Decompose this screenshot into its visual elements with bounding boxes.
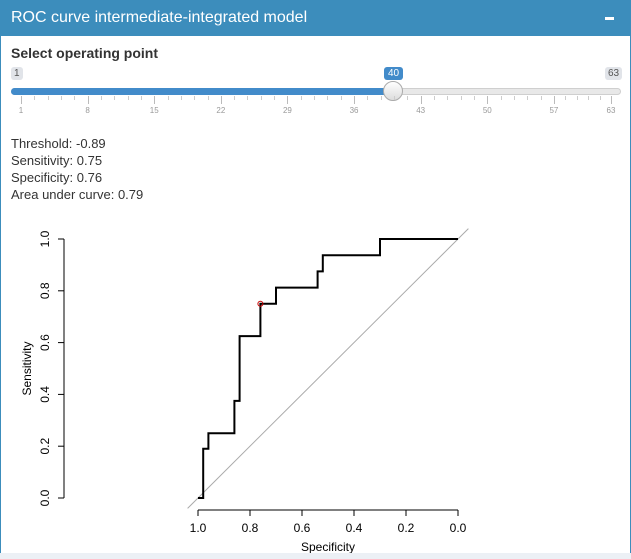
slider-grid-tick [287,96,289,104]
slider-grid-label: 57 [549,106,559,115]
slider-grid-tick [420,96,422,104]
slider-grid-minor-tick [140,96,142,100]
slider-label: Select operating point [11,45,159,61]
slider-grid-minor-tick [407,96,409,100]
stats-output: Threshold: -0.89 Sensitivity: 0.75 Speci… [11,135,143,203]
y-tick-label: 0.0 [38,489,52,506]
slider-grid-minor-tick [327,96,329,100]
box-title: ROC curve intermediate-integrated model [11,9,308,26]
slider-grid-minor-tick [527,96,529,100]
diagonal-reference-line [187,228,469,509]
x-axis-title: Specificity [301,540,355,553]
slider-grid-minor-tick [247,96,249,100]
x-tick-label: 0.2 [398,521,415,535]
slider-grid-minor-tick [34,96,36,100]
slider-grid-label: 50 [482,106,492,115]
bottom-strip [0,553,631,559]
slider-grid-tick [154,96,156,104]
slider-grid-minor-tick [447,96,449,100]
slider-grid: 1 8 15 22 29 36 43 50 57 63 [1,96,631,120]
slider-grid-minor-tick [100,96,102,100]
slider-grid-label: 22 [216,106,226,115]
slider-grid-tick [611,96,612,104]
slider-grid-minor-tick [394,96,396,100]
slider-grid-label: 1 [18,106,24,115]
slider-grid-minor-tick [576,96,578,100]
slider-grid-minor-tick [180,96,182,100]
x-tick-label: 0.4 [346,521,363,535]
slider-grid-minor-tick [300,96,302,100]
slider-grid-minor-tick [367,96,369,100]
slider-grid-minor-tick [565,96,567,100]
slider-grid-label: 36 [349,106,359,115]
box-header: ROC curve intermediate-integrated model [1,0,630,36]
x-tick-label: 0.8 [242,521,259,535]
slider-grid-label: 8 [85,106,90,115]
slider-grid-minor-tick [434,96,435,100]
slider-grid-minor-tick [60,96,62,100]
roc-curve-line [198,238,458,499]
x-tick-label: 1.0 [190,521,207,535]
slider-grid-label: 63 [606,106,616,115]
y-axis-title: Sensitivity [20,341,34,395]
x-tick-label: 0.0 [450,521,467,535]
slider-grid-minor-tick [588,96,590,100]
slider-grid-minor-tick [513,96,515,100]
slider-grid-label: 43 [416,106,426,115]
slider-grid-minor-tick [167,96,169,100]
sensitivity-text: Sensitivity: 0.75 [11,153,103,168]
y-tick-label: 0.8 [38,282,52,299]
operating-point-marker [257,300,264,307]
slider-grid-minor-tick [314,96,316,100]
y-tick-label: 0.4 [38,386,52,403]
roc-chart: 1.0 0.8 0.6 0.4 0.2 0.0 Specificity 0.0 0.2 0.4 0.… [20,228,469,553]
slider-grid-minor-tick [194,96,196,100]
slider-grid-minor-tick [127,96,129,100]
slider-grid-minor-tick [74,96,76,100]
x-tick-label: 0.6 [294,521,311,535]
y-tick-label: 0.2 [38,438,52,455]
specificity-text: Specificity: 0.76 [11,170,103,185]
slider-grid-tick [487,96,489,104]
slider-grid-minor-tick [47,96,49,100]
slider-grid-minor-tick [260,96,262,100]
slider-grid-minor-tick [473,96,475,100]
slider-grid-minor-tick [599,96,601,100]
slider-grid-minor-tick [274,96,276,100]
slider-grid-label: 15 [149,106,159,115]
auc-text: Area under curve: 0.79 [11,187,144,202]
slider-grid-minor-tick [460,96,462,100]
slider-grid-minor-tick [340,96,342,100]
y-tick-label: 0.6 [38,334,52,351]
slider-grid-label: 29 [282,106,292,115]
slider-grid-tick [553,96,555,104]
slider-grid-minor-tick [234,96,236,100]
slider-grid-tick [87,96,89,104]
slider-value-label: 40 [384,67,404,80]
minus-icon[interactable] [602,6,618,26]
slider-max-label: 63 [605,67,623,80]
slider-grid-minor-tick [540,96,542,100]
slider-grid-tick [21,96,22,104]
slider-grid-minor-tick [114,96,116,100]
slider-grid-minor-tick [207,96,209,100]
slider-grid-minor-tick [500,96,502,100]
slider-grid-minor-tick [380,96,382,100]
slider-grid-tick [220,96,222,104]
threshold-text: Threshold: -0.89 [11,136,106,151]
slider-handle[interactable] [383,81,403,101]
y-tick-label: 1.0 [38,230,52,247]
slider-grid-tick [354,96,356,104]
slider-min-label: 1 [11,67,23,80]
slider-track-fill[interactable] [11,88,393,95]
